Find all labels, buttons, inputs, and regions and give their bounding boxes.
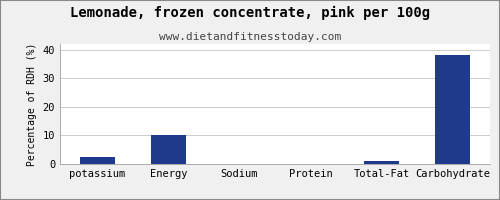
Bar — [80, 157, 115, 164]
Bar — [364, 161, 400, 164]
Text: Lemonade, frozen concentrate, pink per 100g: Lemonade, frozen concentrate, pink per 1… — [70, 6, 430, 20]
Bar — [435, 55, 470, 164]
Y-axis label: Percentage of RDH (%): Percentage of RDH (%) — [27, 42, 37, 166]
Bar — [150, 135, 186, 164]
Text: www.dietandfitnesstoday.com: www.dietandfitnesstoday.com — [159, 32, 341, 42]
